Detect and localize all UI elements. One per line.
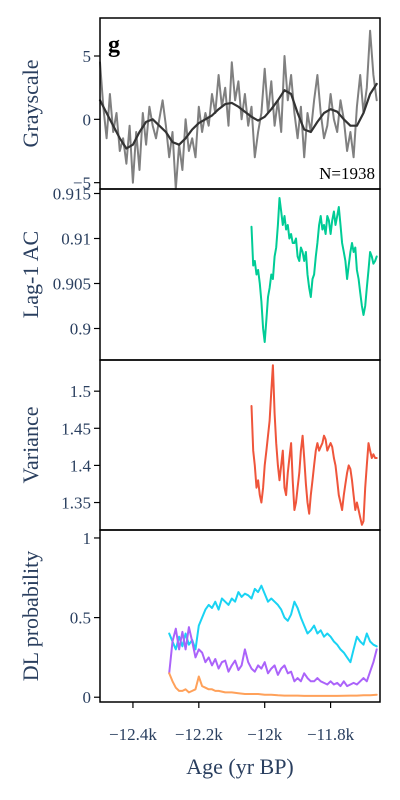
grayscale-ytick-label: −5 [73,174,91,193]
variance-ylabel: Variance [18,407,43,484]
grayscale-series-0 [99,29,378,190]
panel-lag1: 0.9 0.905 0.91 0.915 Lag-1 AC [18,185,381,361]
x-tick-label: −12.4k [109,725,157,744]
dl-series-0 [168,584,378,664]
lag1-ytick-label: 0.915 [53,185,91,204]
dl-ylabel: DL probability [18,551,43,682]
lag1-series-0 [250,197,378,343]
panel-grayscale: −5 0 5 Grayscale [18,17,381,193]
dl-ytick-label: 0 [83,688,92,707]
dl-ytick-label: 0.5 [70,609,91,628]
panel-label: g [108,32,120,58]
dl-series-2 [168,672,378,697]
x-axis: −12.4k −12.2k −12k −11.8k [109,702,355,744]
grayscale-ylabel: Grayscale [18,60,43,148]
variance-ytick-label: 1.35 [61,494,91,513]
x-tick-label: −11.8k [307,725,355,744]
grayscale-ytick-label: 5 [83,47,92,66]
lag1-ytick-label: 0.91 [61,230,91,249]
variance-series-0 [250,364,378,526]
panel-dl: 0 0.5 1 DL probability [18,529,381,707]
lag1-ylabel: Lag-1 AC [18,231,43,318]
grayscale-annotation: N=1938 [319,164,375,183]
grayscale-series-1 [98,82,378,150]
lag1-ytick-label: 0.9 [70,320,91,339]
dl-ytick-label: 1 [83,529,92,548]
grayscale-ytick-label: 0 [83,110,92,129]
variance-ytick-label: 1.45 [61,419,91,438]
panel-variance: 1.35 1.4 1.45 1.5 Variance [18,359,381,531]
variance-ytick-label: 1.4 [70,456,92,475]
variance-ytick-label: 1.5 [70,382,91,401]
dl-series-1 [168,626,378,688]
x-axis-title: Age (yr BP) [186,754,294,779]
lag1-ytick-label: 0.905 [53,275,91,294]
x-tick-label: −12.2k [175,725,223,744]
panels-group: −5 0 5 Grayscale 0.9 0.905 0.91 0.915 Lag-1 AC 1.… [18,17,381,707]
x-tick-label: −12k [247,725,283,744]
dl-frame [99,529,381,703]
variance-frame [99,359,381,531]
